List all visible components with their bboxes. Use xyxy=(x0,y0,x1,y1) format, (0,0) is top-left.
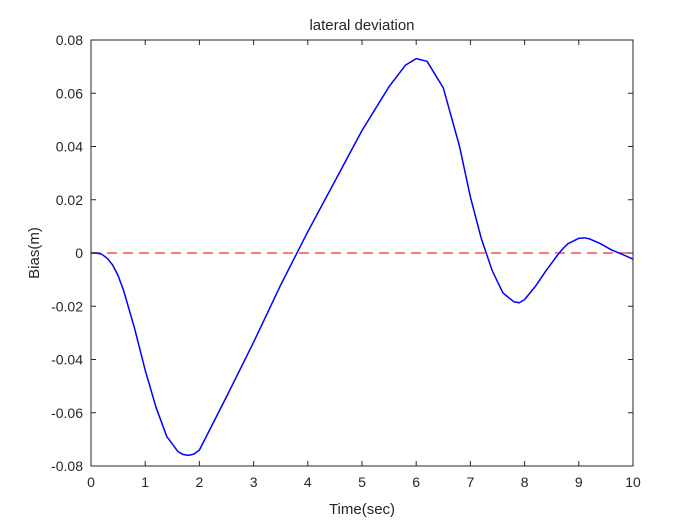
x-tick-label: 7 xyxy=(467,474,475,490)
x-tick-label: 9 xyxy=(575,474,583,490)
y-tick-label: -0.04 xyxy=(51,352,83,368)
x-axis-label: Time(sec) xyxy=(329,501,395,518)
chart-title: lateral deviation xyxy=(309,17,414,34)
y-tick-label: 0 xyxy=(75,245,83,261)
x-tick-label: 5 xyxy=(358,474,366,490)
y-tick-label: 0.04 xyxy=(56,139,83,155)
x-tick-label: 4 xyxy=(304,474,312,490)
x-tick-label: 8 xyxy=(521,474,529,490)
y-tick-label: 0.02 xyxy=(56,192,83,208)
x-tick-label: 3 xyxy=(250,474,258,490)
y-tick-label: 0.06 xyxy=(56,85,83,101)
x-tick-label: 6 xyxy=(412,474,420,490)
series-line xyxy=(91,57,634,457)
y-axis-label: Bias(m) xyxy=(26,227,43,279)
x-tick-label: 1 xyxy=(141,474,149,490)
y-tick-label: -0.02 xyxy=(51,298,83,314)
x-tick-label: 0 xyxy=(87,474,95,490)
ticks-layer: 0 1 2 3 4 5 6 7 8 9 10 -0.08 -0.06 -0.04 -0.02 0 0.02 0.0… xyxy=(51,32,641,490)
y-tick-label: -0.06 xyxy=(51,405,83,421)
x-tick-label: 10 xyxy=(625,474,641,490)
series-layer xyxy=(91,57,634,457)
x-tick-label: 2 xyxy=(196,474,204,490)
y-tick-label: 0.08 xyxy=(56,32,83,48)
y-tick-label: -0.08 xyxy=(51,458,83,474)
